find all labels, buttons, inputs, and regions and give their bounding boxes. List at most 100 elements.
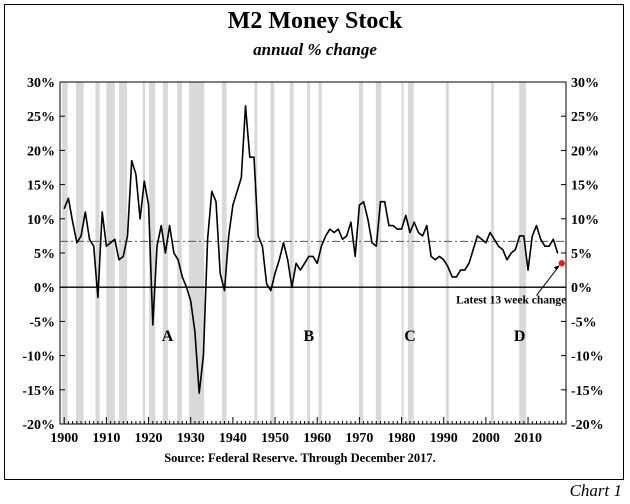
y-tick-label-left: -15% [22,384,55,399]
y-tick-label-right: 10% [571,213,599,228]
data-point [358,204,360,206]
data-point [126,235,129,237]
data-point [93,245,95,247]
data-point [219,272,221,275]
data-point [455,276,457,278]
y-tick-label-right: 20% [571,144,599,159]
data-point [384,201,386,203]
series-line [63,105,559,394]
y-tick-label-left: 0% [34,281,55,296]
data-point [287,259,289,261]
source-note: Source: Federal Reserve. Through Decembe… [164,451,436,465]
x-tick-label: 1930 [177,431,205,446]
recession-band [270,82,275,424]
data-point [194,331,196,333]
x-tick-label: 1990 [430,431,458,446]
latest-arrow-line [536,265,560,296]
data-point [147,204,150,206]
recession-band [407,82,414,424]
y-tick-label-right: -10% [571,350,604,365]
data-point [464,269,466,271]
x-tick-label: 1970 [345,431,373,446]
data-point [531,235,533,237]
data-point [434,259,436,261]
annotation-letter: C [404,328,416,345]
recession-band [76,82,84,424]
data-point [308,255,310,258]
data-point [329,228,331,230]
recession-band [358,82,364,424]
data-point [325,235,327,237]
data-point [341,238,344,240]
recession-band [254,82,258,424]
data-point [552,238,554,240]
recession-band [375,82,382,424]
data-point [223,290,226,292]
data-point [363,201,365,203]
data-point [459,269,462,271]
data-point [514,248,517,251]
x-tick-label: 1910 [92,431,120,446]
data-point [152,324,154,326]
data-point [506,259,508,261]
y-tick-label-right: 5% [571,247,592,262]
data-point [535,225,538,227]
data-point [375,245,377,247]
data-point [476,235,479,237]
recession-band [445,82,449,424]
data-point [274,272,276,275]
data-point [312,255,314,258]
recession-band [148,82,156,424]
x-tick-label: 2000 [472,431,500,446]
chart-subtitle: annual % change [253,40,377,59]
data-point [131,160,133,162]
y-tick-label-left: 10% [27,213,55,228]
data-point [400,228,403,230]
data-point [409,231,411,234]
data-point [493,238,495,240]
x-tick-label: 2010 [514,431,542,446]
chart-frame [4,4,624,480]
data-point [253,156,255,158]
x-tick-label: 1920 [135,431,163,446]
annotation-letter: B [303,328,314,345]
plot-area-border [59,81,567,425]
data-point [202,355,204,357]
recession-band [142,82,146,424]
data-point [392,225,394,227]
data-point [320,245,323,247]
data-point [105,245,107,247]
x-tick-label: 1940 [219,431,247,446]
data-point [510,252,512,254]
y-tick-label-right: 15% [571,179,599,194]
data-point [76,242,78,244]
data-point [489,231,491,234]
data-point [422,235,424,237]
x-tick-label: 1960 [303,431,331,446]
recession-band [490,82,494,424]
data-point [371,242,373,244]
data-point [417,231,420,234]
data-point [215,201,217,203]
data-point [481,238,483,240]
data-point [160,225,162,227]
y-tick-label-left: -20% [22,418,55,433]
latest-annotation-label: Latest 13 week change [456,294,566,306]
data-point [379,201,382,203]
recession-band [106,82,115,424]
data-point [177,259,179,261]
data-point [367,218,369,220]
chart-title: M2 Money Stock [227,8,403,34]
data-point [198,392,200,394]
data-point [485,242,487,244]
data-point [405,214,407,216]
data-point [101,211,103,213]
data-point [337,228,339,230]
y-tick-label-left: 30% [27,76,55,91]
data-point [346,235,348,237]
data-point [181,276,183,278]
data-point [413,221,415,223]
annotation-letter: D [514,328,526,345]
data-point [502,248,504,251]
y-tick-label-left: 20% [27,144,55,159]
